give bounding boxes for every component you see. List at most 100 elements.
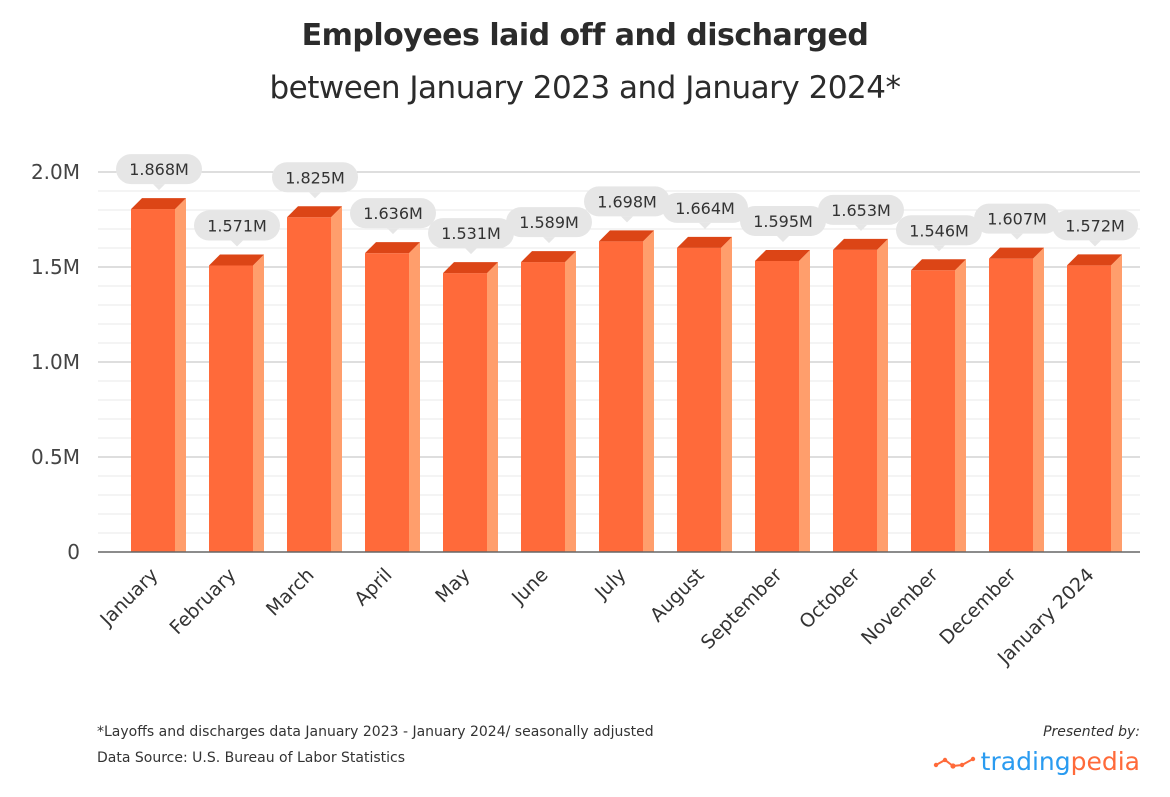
bar [599,241,643,552]
data-label: 1.636M [363,204,423,223]
bar-top [833,238,888,250]
bar [365,253,409,552]
data-label-pointer [1089,240,1101,247]
footnote: *Layoffs and discharges data January 202… [97,724,654,740]
data-label-pointer [153,184,165,191]
bar-side [487,262,498,552]
y-tick-label: 2.0M [31,160,80,184]
bar-side [643,230,654,552]
y-tick-label: 0.5M [31,445,80,469]
bar-side [877,238,888,552]
bar-side [253,254,264,552]
x-tick-label: August [646,564,709,627]
bar-top [1067,254,1122,266]
data-label: 1.531M [441,224,501,243]
bar-side [409,242,420,552]
x-tick-label: December [935,564,1020,649]
bar [677,247,721,552]
bar [209,265,253,552]
x-tick-label: June [507,564,553,610]
bar-top [599,230,654,242]
data-label-pointer [465,248,477,255]
data-label-bubble [350,198,436,229]
bar [443,273,487,552]
data-label-pointer [699,222,711,229]
bar [1067,265,1111,552]
data-label-pointer [621,216,633,223]
data-label: 1.607M [987,210,1047,229]
data-label-bubble [116,154,202,185]
data-label-bubble [584,186,670,217]
data-label: 1.825M [285,168,345,187]
data-label-bubble [662,192,748,223]
presented-by: Presented by: [1043,724,1140,740]
bar-side [955,259,966,552]
bar-top [131,198,186,210]
data-label-bubble [1052,210,1138,241]
data-label: 1.595M [753,212,813,231]
data-label: 1.868M [129,160,189,179]
data-label-pointer [543,237,555,244]
data-label-pointer [933,245,945,252]
bar [911,270,955,552]
bar-top [521,251,576,263]
bar-top [677,236,732,248]
logo-line-icon [933,756,975,769]
data-label: 1.571M [207,217,267,236]
bar-top [989,247,1044,259]
bar-top [755,249,810,261]
data-label-pointer [777,235,789,242]
bar-side [1111,254,1122,552]
bar [131,209,175,552]
x-tick-label: February [165,564,240,639]
data-label-bubble [428,218,514,249]
bar-top [209,254,264,266]
data-label-pointer [1011,233,1023,240]
x-tick-label: March [262,564,319,621]
logo-text-pedia: pedia [1070,747,1140,776]
y-tick-label: 0 [67,540,80,564]
bar [833,249,877,552]
x-tick-label: January [95,564,162,631]
data-label-pointer [387,228,399,235]
bar-top [911,259,966,271]
data-label-bubble [740,205,826,236]
x-tick-label: April [350,564,396,610]
bar-top [287,206,342,218]
data-label: 1.546M [909,221,969,240]
data-label-bubble [506,207,592,238]
bar [287,217,331,552]
data-label-pointer [309,192,321,199]
tradingpedia-logo: trading pedia [933,747,1140,776]
bar [989,258,1033,552]
bar-top [443,262,498,274]
data-label-pointer [855,224,867,231]
logo-text-trading: trading [980,747,1071,776]
data-label-bubble [974,203,1060,234]
data-label-bubble [194,210,280,241]
data-label: 1.653M [831,201,891,220]
data-label: 1.698M [597,192,657,211]
x-tick-label: November [857,564,943,650]
data-label-bubble [896,215,982,246]
data-label-bubble [272,162,358,193]
bar-side [721,236,732,552]
x-tick-label: July [590,564,630,604]
y-tick-label: 1.5M [31,255,80,279]
bar-top [365,242,420,254]
chart-title: Employees laid off and discharged [301,18,869,53]
data-label-bubble [818,194,904,225]
data-label-pointer [231,240,243,247]
data-source: Data Source: U.S. Bureau of Labor Statis… [97,750,406,766]
bar-side [799,249,810,552]
chart-subtitle: between January 2023 and January 2024* [269,70,901,106]
bar-side [565,251,576,552]
y-tick-label: 1.0M [31,350,80,374]
data-label: 1.664M [675,199,735,218]
x-tick-label: May [431,564,474,607]
bar-side [331,206,342,552]
bar-side [1033,247,1044,553]
x-tick-label: October [795,564,864,633]
data-label: 1.589M [519,213,579,232]
